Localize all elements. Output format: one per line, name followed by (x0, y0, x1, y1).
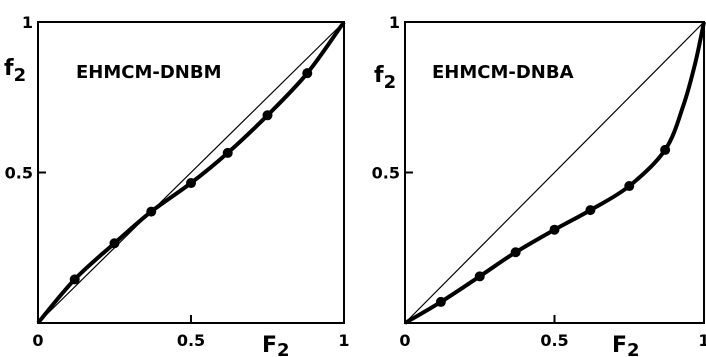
panel-title: EHMCM-DNBA (432, 62, 574, 83)
x-tick-label: 1 (338, 331, 349, 350)
data-point (435, 296, 446, 307)
x-tick-label: 0 (32, 331, 43, 350)
y-tick-label: 0.5 (372, 164, 400, 183)
data-point (69, 274, 80, 285)
data-point (302, 68, 313, 79)
y-tick-label: 1 (389, 13, 400, 32)
data-point (474, 271, 485, 282)
data-point (222, 147, 233, 158)
panel-title: EHMCM-DNBM (76, 62, 222, 83)
data-point (510, 247, 521, 258)
y-axis-title: f2 (374, 63, 396, 93)
panel-ehmcm-dnbm: 0 0.5 1 0.5 1 EHMCM-DNBM f2 F2 (4, 13, 350, 357)
y-tick-label: 0.5 (5, 164, 33, 183)
y-tick-label: 1 (22, 13, 33, 32)
x-axis-title: F2 (612, 333, 640, 357)
diagonal-reference-line (37, 21, 345, 324)
data-point (585, 205, 596, 216)
data-point (262, 110, 273, 121)
x-tick-label: 0.5 (540, 331, 568, 350)
diagonal-reference-line (404, 21, 705, 324)
x-tick-label: 0 (399, 331, 410, 350)
x-tick-label: 0.5 (177, 331, 205, 350)
data-point (146, 206, 157, 217)
data-point (624, 181, 635, 192)
data-point (549, 224, 560, 235)
data-point (109, 238, 120, 249)
data-point (186, 178, 196, 189)
data-point (660, 144, 671, 155)
x-tick-label: 1 (698, 331, 706, 350)
x-axis-title: F2 (262, 333, 290, 357)
panel-ehmcm-dnba: 0 0.5 1 0.5 1 EHMCM-DNBA f2 F2 (372, 13, 706, 357)
y-axis-title: f2 (4, 56, 26, 86)
